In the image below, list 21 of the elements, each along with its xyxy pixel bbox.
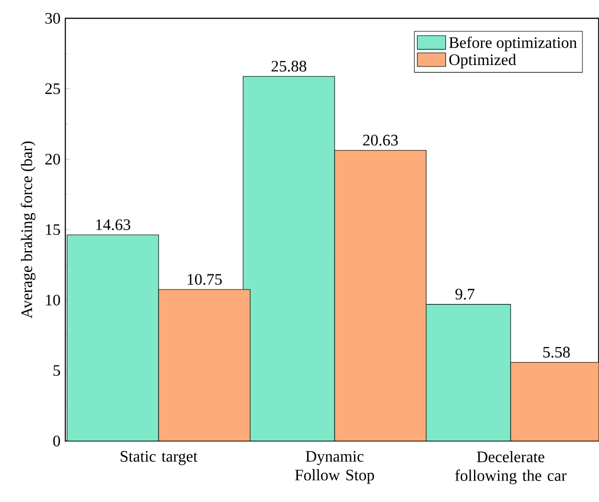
x-tick-label: Static target	[120, 451, 198, 466]
y-axis-title: Average braking force (bar)	[20, 141, 36, 318]
data-label: 20.63	[363, 134, 398, 146]
legend-label: Before optimization	[449, 36, 577, 52]
x-tick-label: Decelerate following the car	[455, 451, 567, 484]
data-label: 10.75	[188, 274, 222, 285]
bar	[66, 234, 159, 441]
data-label: 9.7	[455, 288, 474, 300]
y-tick-label: 25	[45, 83, 60, 94]
data-label: 14.63	[96, 219, 130, 230]
bar	[242, 76, 335, 441]
y-tick-label: 20	[45, 154, 60, 165]
y-tick-label: 10	[46, 294, 60, 306]
y-tick-label: 30	[45, 12, 60, 24]
legend-label: Optimized	[449, 54, 516, 68]
data-label: 5.58	[543, 346, 570, 358]
x-tick-label: Dynamic Follow Stop	[295, 451, 374, 484]
y-tick-label: 0	[53, 436, 60, 446]
data-label: 25.88	[272, 60, 306, 72]
y-tick-label: 5	[54, 365, 60, 376]
y-tick-label: 15	[46, 224, 60, 236]
